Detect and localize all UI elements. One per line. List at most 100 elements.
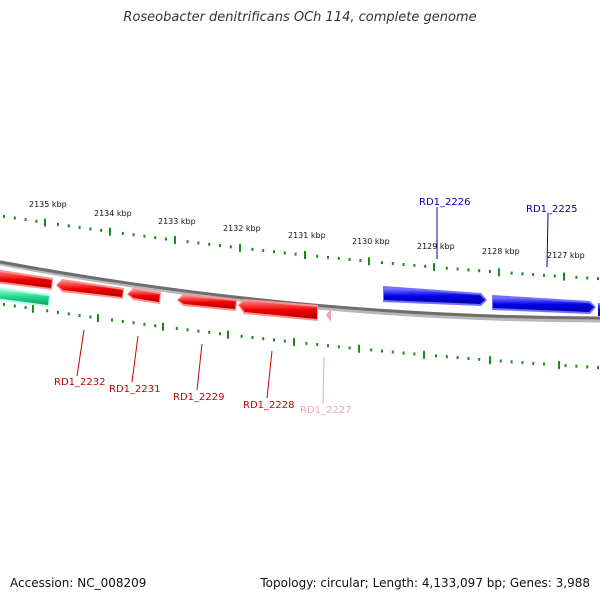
- rna-gene-arrow[interactable]: [0, 287, 50, 307]
- gene-label-rd1-2231[interactable]: RD1_2231: [109, 384, 160, 395]
- minor-tick: [219, 244, 221, 248]
- kbp-label: 2134 kbp: [94, 209, 132, 218]
- minor-tick: [489, 270, 491, 273]
- minor-tick: [327, 255, 329, 259]
- minor-tick: [402, 263, 405, 266]
- gene-arrow-rd1-2225[interactable]: [492, 295, 596, 314]
- gene-leader-line: [322, 356, 325, 405]
- minor-tick: [78, 225, 81, 229]
- minor-tick: [348, 346, 351, 350]
- gene-leader-line: [196, 343, 203, 391]
- kbp-label: 2135 kbp: [29, 200, 67, 209]
- major-tick: [563, 272, 565, 281]
- minor-tick: [154, 324, 157, 328]
- minor-tick: [370, 348, 373, 352]
- gene-arrow-rd1-2232[interactable]: [56, 279, 124, 299]
- minor-tick: [499, 359, 502, 363]
- gene-arrow-rd1-2227[interactable]: [326, 309, 331, 322]
- minor-tick: [46, 309, 49, 313]
- major-tick: [162, 322, 164, 331]
- minor-tick: [219, 332, 221, 336]
- minor-tick: [445, 355, 448, 359]
- accession-text: Accession: NC_008209: [10, 576, 147, 590]
- major-tick: [293, 338, 295, 347]
- minor-tick: [597, 277, 599, 281]
- minor-tick: [89, 227, 92, 231]
- minor-tick: [175, 326, 178, 330]
- minor-tick: [413, 352, 416, 356]
- kbp-tick-track-bottom: [3, 302, 599, 370]
- map-title: Roseobacter denitrificans OCh 114, compl…: [123, 10, 477, 25]
- kbp-label: 2128 kbp: [482, 247, 520, 256]
- minor-tick: [262, 337, 265, 341]
- minor-tick: [532, 273, 535, 277]
- minor-tick: [381, 349, 383, 353]
- minor-tick: [208, 242, 211, 246]
- minor-tick: [67, 312, 70, 316]
- major-tick: [227, 330, 229, 339]
- minor-tick: [186, 328, 189, 332]
- minor-tick: [316, 254, 319, 258]
- gene-label-rd1-2225[interactable]: RD1_2225: [526, 204, 577, 215]
- minor-tick: [3, 214, 5, 218]
- kbp-label: 2131 kbp: [288, 231, 326, 240]
- major-tick: [174, 236, 176, 245]
- minor-tick: [251, 247, 254, 251]
- minor-tick: [229, 245, 232, 249]
- gene-label-rd1-2226[interactable]: RD1_2226: [419, 197, 470, 208]
- minor-tick: [391, 350, 394, 354]
- gene-arrow-rd1-2229[interactable]: [177, 294, 237, 311]
- minor-tick: [575, 364, 578, 368]
- minor-tick: [165, 237, 167, 241]
- minor-tick: [24, 218, 27, 222]
- minor-tick: [597, 366, 599, 370]
- minor-tick: [197, 241, 200, 245]
- minor-tick: [348, 258, 351, 261]
- minor-tick: [121, 231, 124, 235]
- minor-tick: [532, 361, 535, 365]
- minor-tick: [132, 233, 135, 237]
- minor-tick: [456, 356, 459, 360]
- major-tick: [358, 344, 360, 353]
- minor-tick: [521, 272, 524, 276]
- gene-arrow-rd1-2231[interactable]: [127, 288, 161, 304]
- minor-tick: [478, 357, 481, 361]
- gene-arrow[interactable]: [0, 269, 53, 290]
- gene-leader-line: [546, 213, 549, 268]
- minor-tick: [510, 360, 513, 364]
- minor-tick: [132, 321, 135, 325]
- minor-tick: [121, 319, 124, 323]
- gene-label-rd1-2227[interactable]: RD1_2227: [300, 405, 351, 416]
- minor-tick: [316, 343, 319, 346]
- minor-tick: [283, 251, 286, 255]
- major-tick: [489, 356, 491, 365]
- gene-arrow-rd1-2228[interactable]: [238, 299, 318, 321]
- gene-label-rd1-2232[interactable]: RD1_2232: [54, 377, 105, 388]
- minor-tick: [35, 219, 38, 223]
- minor-tick: [467, 357, 470, 360]
- minor-tick: [283, 339, 286, 343]
- kbp-label: 2133 kbp: [158, 217, 196, 226]
- minor-tick: [586, 276, 589, 280]
- minor-tick: [435, 354, 437, 358]
- minor-tick: [305, 341, 308, 345]
- kbp-label: 2127 kbp: [547, 251, 585, 260]
- major-tick: [558, 361, 560, 370]
- minor-tick: [273, 250, 275, 254]
- minor-tick: [24, 306, 27, 310]
- gene-label-rd1-2229[interactable]: RD1_2229: [173, 392, 224, 403]
- minor-tick: [13, 304, 16, 308]
- minor-tick: [510, 271, 513, 275]
- major-tick: [109, 227, 111, 236]
- major-tick: [423, 350, 425, 359]
- gene-arrow-rd1-2226[interactable]: [383, 286, 487, 306]
- minor-tick: [208, 330, 211, 334]
- minor-tick: [391, 262, 394, 265]
- minor-tick: [143, 322, 146, 326]
- gene-label-rd1-2228[interactable]: RD1_2228: [243, 400, 294, 411]
- minor-tick: [186, 240, 189, 244]
- minor-tick: [294, 252, 297, 256]
- minor-tick: [154, 236, 157, 240]
- major-tick: [368, 257, 370, 266]
